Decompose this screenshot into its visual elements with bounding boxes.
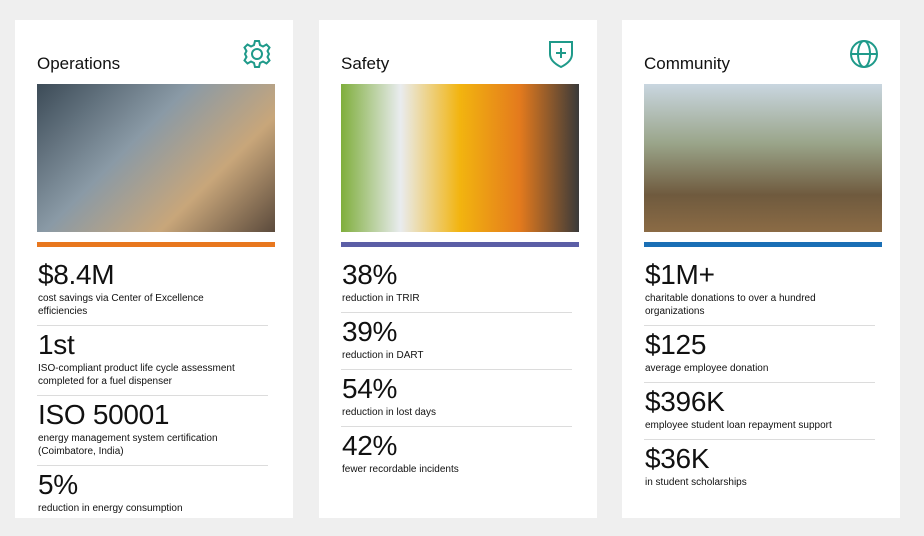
stat: 54% reduction in lost days	[341, 370, 572, 427]
stat: ISO 50001 energy management system certif…	[37, 396, 268, 466]
stat-value: 42%	[342, 430, 398, 461]
stat-value: 39%	[342, 316, 398, 347]
accent-bar	[644, 242, 882, 247]
stat-value: $8.4M	[38, 259, 115, 290]
stat-label: average employee donation	[645, 363, 769, 374]
stat-label: ISO-compliant product life cycle assessm…	[38, 363, 235, 387]
stat: 42% fewer recordable incidents	[341, 427, 572, 483]
accent-bar	[37, 242, 275, 247]
stat: 1st ISO-compliant product life cycle asse…	[37, 326, 268, 396]
stat-list: $8.4M cost savings via Center of Excellen…	[37, 256, 268, 522]
stat-value: 5%	[38, 469, 78, 500]
stat-label: reduction in TRIR	[342, 293, 420, 304]
community-photo	[644, 84, 882, 232]
stat: $125 average employee donation	[644, 326, 875, 383]
stat-value: $36K	[645, 443, 710, 474]
stat-list: 38% reduction in TRIR 39% reduction in DART…	[341, 256, 572, 483]
stat-label: charitable donations to over a hundred o…	[645, 293, 816, 317]
stat-value: 1st	[38, 329, 75, 360]
stat: $8.4M cost savings via Center of Excellen…	[37, 256, 268, 326]
card: Community $1M+ charitable donations to ov…	[622, 20, 900, 518]
card-title: Operations	[37, 54, 121, 73]
stat: 38% reduction in TRIR	[341, 256, 572, 313]
stat-value: $1M+	[645, 259, 715, 290]
stat-label: reduction in DART	[342, 350, 424, 361]
stat-value: ISO 50001	[38, 399, 170, 430]
card: Operations $8.4M cost savings via Center …	[15, 20, 293, 518]
stat-label: reduction in lost days	[342, 407, 436, 418]
stat: 39% reduction in DART	[341, 313, 572, 370]
stat: 5% reduction in energy consumption	[37, 466, 268, 522]
gear-icon	[243, 40, 271, 68]
stat-value: 54%	[342, 373, 398, 404]
stat-label: cost savings via Center of Excellence ef…	[38, 293, 204, 317]
stat-value: $396K	[645, 386, 725, 417]
stat-label: fewer recordable incidents	[342, 464, 459, 475]
card-title: Community	[644, 54, 730, 73]
globe-icon	[850, 40, 878, 68]
stat-value: 38%	[342, 259, 398, 290]
stat-list: $1M+ charitable donations to over a hundr…	[644, 256, 875, 496]
card: Safety 38% reduction in TRIR 39% reduction …	[319, 20, 597, 518]
stat-label: reduction in energy consumption	[38, 503, 183, 514]
accent-bar	[341, 242, 579, 247]
stat-label: in student scholarships	[645, 477, 747, 488]
shield-icon	[549, 41, 573, 69]
stat: $1M+ charitable donations to over a hundr…	[644, 256, 875, 326]
stat-label: energy management system certification (…	[38, 433, 218, 457]
operations-photo	[37, 84, 275, 232]
card-title: Safety	[341, 54, 390, 73]
stat-label: employee student loan repayment support	[645, 420, 832, 431]
stat-value: $125	[645, 329, 707, 360]
safety-photo	[341, 84, 579, 232]
stat: $396K employee student loan repayment sup…	[644, 383, 875, 440]
stat: $36K in student scholarships	[644, 440, 875, 496]
